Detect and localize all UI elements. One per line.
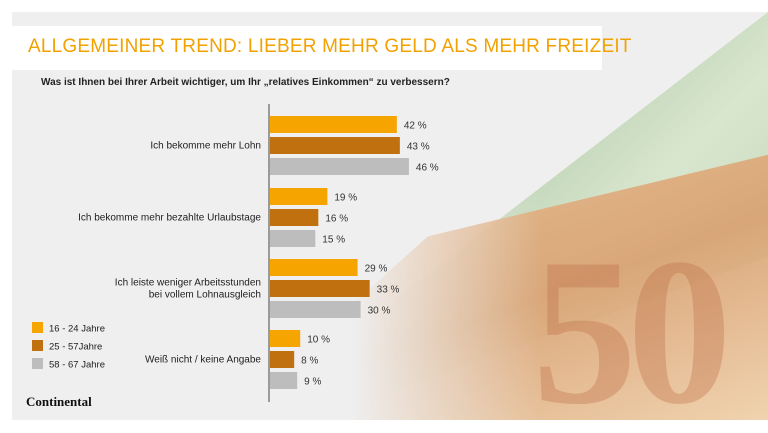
category-label: Ich leiste weniger Arbeitsstunden	[115, 278, 261, 289]
value-label: 33 %	[377, 285, 400, 296]
title-box	[12, 26, 602, 70]
legend-swatch	[32, 358, 43, 369]
value-label: 43 %	[407, 142, 430, 153]
bar	[270, 116, 397, 133]
category-label: Ich bekomme mehr bezahlte Urlaubstage	[78, 213, 261, 224]
value-label: 30 %	[368, 306, 391, 317]
legend-label: 58 - 67 Jahre	[49, 360, 105, 371]
bar	[270, 230, 316, 247]
value-label: 42 %	[404, 121, 427, 132]
value-label: 8 %	[301, 356, 318, 367]
category-label: bei vollem Lohnausgleich	[149, 290, 261, 301]
bar	[270, 259, 358, 276]
value-label: 19 %	[334, 193, 357, 204]
legend-swatch	[32, 322, 43, 333]
category-label: Weiß nicht / keine Angabe	[145, 355, 261, 366]
page-title: ALLGEMEINER TREND: LIEBER MEHR GELD ALS …	[28, 36, 632, 57]
value-label: 15 %	[322, 235, 345, 246]
bar	[270, 330, 301, 347]
bar	[270, 158, 409, 175]
legend-label: 25 - 57Jahre	[49, 342, 102, 353]
legend-label: 16 - 24 Jahre	[49, 324, 105, 335]
bar	[270, 188, 328, 205]
category-label: Ich bekomme mehr Lohn	[150, 141, 261, 152]
bar	[270, 351, 295, 368]
image-fade	[12, 12, 768, 420]
value-label: 16 %	[325, 214, 348, 225]
chart-question: Was ist Ihnen bei Ihrer Arbeit wichtiger…	[41, 77, 450, 88]
value-label: 46 %	[416, 163, 439, 174]
bar	[270, 301, 361, 318]
continental-logo: Continental	[26, 394, 92, 409]
value-label: 29 %	[365, 264, 388, 275]
bar	[270, 137, 400, 154]
value-label: 10 %	[307, 335, 330, 346]
bar	[270, 280, 370, 297]
background-panel: 50	[12, 12, 768, 420]
bar	[270, 372, 298, 389]
value-label: 9 %	[304, 377, 321, 388]
legend-swatch	[32, 340, 43, 351]
bar	[270, 209, 319, 226]
